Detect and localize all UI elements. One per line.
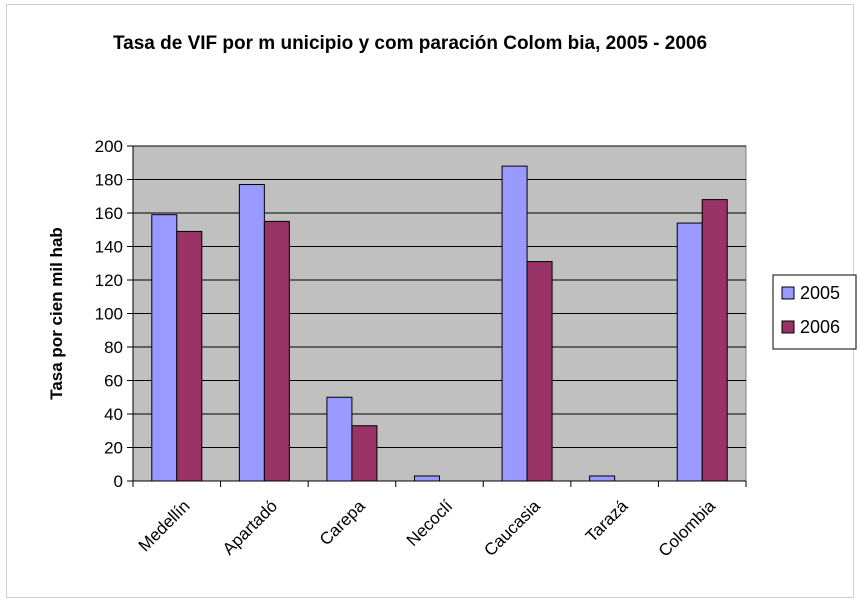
legend-swatch-2006	[781, 320, 795, 334]
x-category-label: Colombia	[655, 496, 720, 561]
x-category-label: Carepa	[316, 496, 369, 549]
y-tick-label: 160	[95, 204, 123, 223]
bar-2005	[589, 475, 616, 482]
chart-title: Tasa de VIF por m unicipio y com paració…	[112, 33, 708, 54]
bar-2005	[501, 165, 528, 482]
legend-label-2005: 2005	[800, 283, 840, 303]
y-axis-label: Tasa por cien mil hab	[47, 227, 66, 400]
x-category-label: Tarazá	[582, 496, 632, 546]
y-tick-label: 120	[95, 271, 123, 290]
y-tick-label: 200	[95, 137, 123, 156]
y-tick-label: 60	[104, 372, 123, 391]
y-tick-label: 0	[114, 472, 123, 491]
bars	[151, 165, 728, 482]
bar-2005	[326, 396, 353, 482]
y-tick-label: 20	[104, 439, 123, 458]
bar-2006	[701, 199, 728, 482]
y-tick-labels: 0 20 40 60 80 100 120 140 160 180 200	[95, 137, 123, 491]
bar-2005	[676, 222, 703, 482]
y-tick-label: 180	[95, 171, 123, 190]
bar-2006	[176, 230, 203, 482]
legend-label-2006: 2006	[800, 317, 840, 337]
x-category-label: Medellín	[135, 496, 194, 555]
x-category-label: Necoclí	[403, 496, 457, 550]
x-category-labels: Medellín Apartadó Carepa Necoclí Caucasia Tar…	[135, 496, 720, 561]
bar-2005	[238, 184, 265, 482]
x-category-label: Caucasia	[480, 496, 544, 560]
bar-2006	[263, 220, 290, 482]
bar-2005	[151, 214, 178, 482]
y-tick-label: 40	[104, 405, 123, 424]
legend-swatch-2005	[781, 286, 795, 300]
gridlines	[133, 145, 746, 448]
legend: 2005 2006	[772, 274, 857, 350]
bar-2005	[414, 475, 440, 482]
y-tick-label: 100	[95, 305, 123, 324]
y-tick-label: 140	[95, 238, 123, 257]
x-category-label: Apartadó	[219, 496, 281, 558]
bar-2006	[526, 261, 553, 482]
bar-2006	[351, 425, 378, 482]
axes	[127, 145, 747, 487]
y-tick-label: 80	[104, 338, 123, 357]
